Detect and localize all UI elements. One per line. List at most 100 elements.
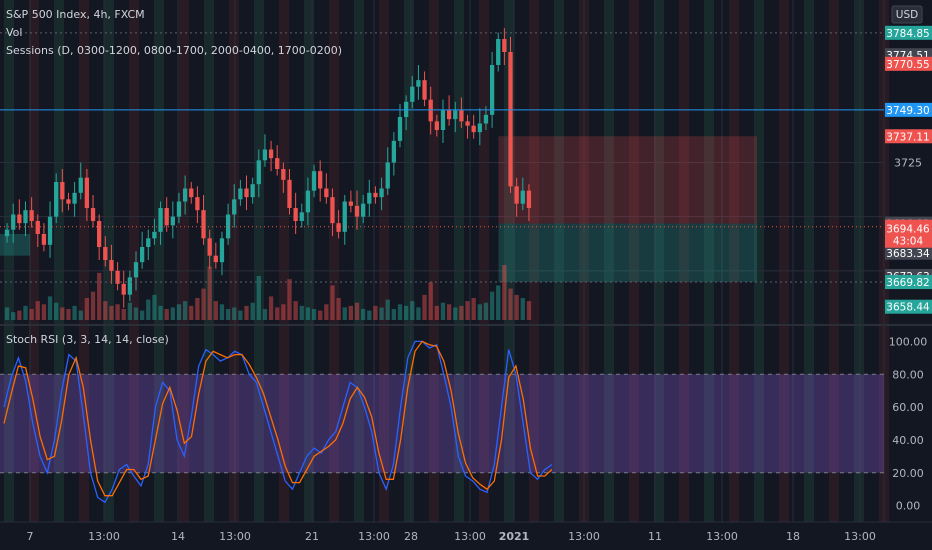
volume-bar [440,302,446,320]
volume-bar [158,305,163,320]
candle-body [17,214,22,224]
x-tick-label: 11 [648,530,662,543]
candle-body [459,110,464,122]
session-band [229,0,239,522]
candle-body [213,255,218,263]
session-band [54,0,64,522]
volume-bar [508,288,513,320]
volume-bar [483,302,489,320]
candle-body [152,231,157,239]
candle-body [232,199,237,215]
volume-bar [66,309,71,320]
session-band [254,0,264,522]
candle-body [103,247,108,260]
volume-bar [275,307,280,320]
candle-body [256,160,261,185]
candle-body [465,121,470,126]
volume-bar [121,309,126,320]
candle-body [330,197,335,224]
session-band [279,0,289,522]
session-band [204,0,214,522]
chart-title: S&P 500 Index, 4h, FXCM [6,8,145,21]
candle-body [35,221,40,234]
session-band [479,0,489,522]
price-badge [885,56,932,71]
price-badge-label: 3669.82 [886,277,929,289]
candle-body [133,262,139,278]
candle-body [244,188,249,198]
candle-body [219,238,225,263]
volume-bar [90,291,96,320]
volume-bar [526,301,532,320]
session-band [454,0,464,522]
price-badge [885,25,932,40]
rsi-k-line [3,340,553,504]
session-band [854,0,864,522]
volume-bar [373,305,378,320]
volume-bar [391,309,397,320]
rsi-y-tick-label: 0.00 [896,500,921,513]
volume-bar [78,310,83,320]
session-band [29,0,39,522]
volume-bar [127,302,133,320]
candle-body [348,201,354,206]
volume-bar [502,265,507,320]
candle-body [268,149,274,159]
candle-body [318,171,323,189]
volume-bar [330,285,335,320]
price-badge [885,221,932,236]
currency-label: USD [896,9,918,21]
candle-body [489,65,495,115]
candle-body [164,208,169,226]
candle-body [250,184,255,198]
candle-body [293,208,298,221]
volume-bar [182,301,188,320]
volume-bar [311,309,317,320]
session-band [354,0,364,522]
candle-body [496,39,501,65]
volume-bar [146,299,151,320]
volume-bar [139,310,145,320]
session-band [704,0,714,522]
vol-indicator-title[interactable]: Vol [6,26,23,39]
volume-bar [281,304,286,320]
candle-body [97,221,102,247]
candle-body [397,117,403,141]
session-band [79,0,89,522]
candle-body [367,192,372,204]
candle-body [262,149,268,161]
rsi-indicator-title[interactable]: Stoch RSI (3, 3, 14, 14, close) [6,333,169,346]
volume-bar [465,301,470,320]
session-band [4,0,14,522]
x-tick-label: 13:00 [568,530,600,543]
rsi-y-tick-label: 20.00 [892,467,924,480]
session-band [329,0,339,522]
sessions-indicator-title[interactable]: Sessions (D, 0300-1200, 0800-1700, 2000-… [6,44,343,57]
rsi-d-line [3,340,553,497]
x-tick-label: 18 [786,530,800,543]
x-tick-label: 28 [404,530,418,543]
candle-body [422,80,427,100]
volume-bar [256,276,261,320]
session-band [129,0,139,522]
candle-body [440,110,446,130]
volume-bar [213,301,218,320]
candle-body [336,223,341,232]
candle-body [514,186,519,204]
volume-bar [446,304,452,320]
volume-bar [232,307,237,320]
volume-bar [189,305,194,320]
volume-bar [459,305,464,320]
session-band [154,0,164,522]
session-band [754,0,764,522]
price-badge-label: 3749.30 [886,105,929,117]
x-tick-label: 21 [305,530,319,543]
volume-bar [97,272,102,320]
countdown-badge [885,233,932,248]
candle-body [84,177,90,208]
candle-body [11,214,16,230]
candle-body [526,190,532,208]
candle-body [109,260,114,271]
x-tick-label: 2021 [499,530,530,543]
